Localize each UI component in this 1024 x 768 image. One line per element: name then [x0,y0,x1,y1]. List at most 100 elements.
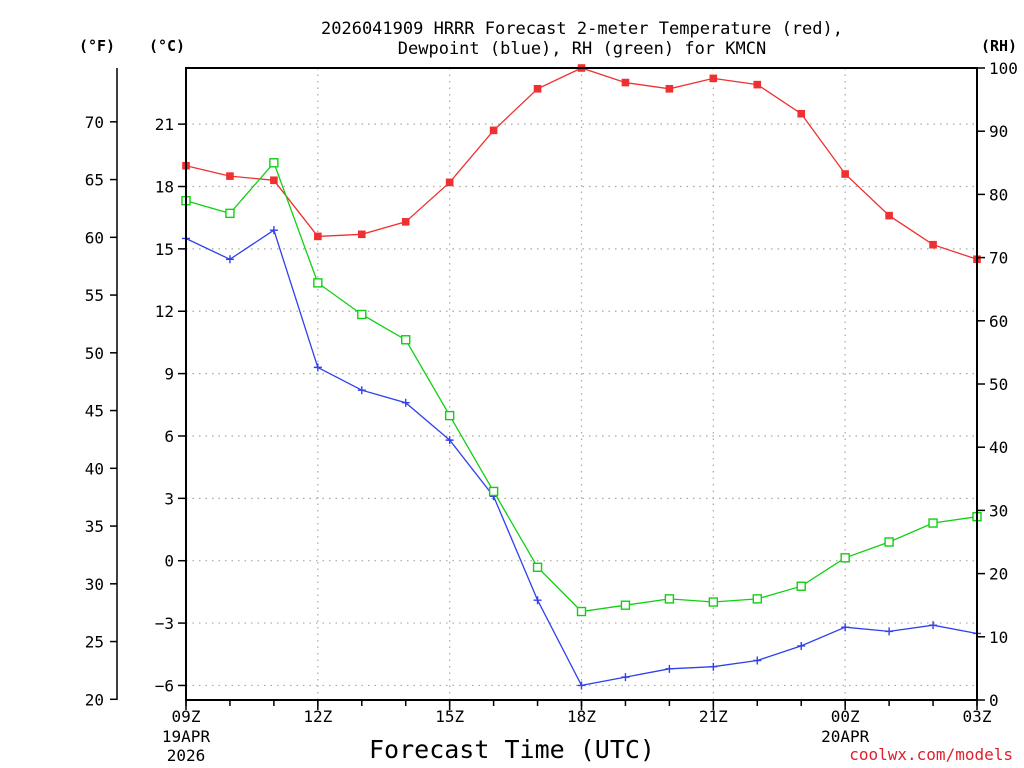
x-date-label: 20APR [821,727,870,746]
dewpoint-point [841,623,850,632]
celsius-tick-label: 15 [155,240,174,259]
dewpoint-point [225,255,234,264]
fahrenheit-tick-label: 40 [85,459,104,478]
celsius-tick-label: 18 [155,178,174,197]
2-meter-temperature-point [797,109,806,118]
dewpoint-point [753,656,762,665]
dewpoint-point [533,596,542,605]
x-date-label: 19APR [162,727,211,746]
dewpoint-point [401,398,410,407]
rh-tick-label: 90 [989,122,1008,141]
rh-point [444,410,455,421]
rh-point [796,581,806,591]
2-meter-temperature-point [401,218,410,226]
dewpoint-point [445,436,454,445]
celsius-tick-label: 12 [155,302,174,321]
2-meter-temperature-point [929,240,937,249]
rh-point [357,309,367,320]
dewpoint-point [621,673,630,682]
dewpoint-point [929,621,938,630]
rh-unit-label: (RH) [981,37,1017,55]
2-meter-temperature-point [489,126,498,135]
rh-point [752,594,762,604]
dewpoint-point [269,226,278,235]
2-meter-temperature-point [709,74,718,83]
rh-tick-label: 70 [989,249,1008,268]
dewpoint-point [797,641,806,650]
2-meter-temperature-point [885,211,893,220]
x-tick-label: 09Z [172,707,201,726]
chart-title-line2: Dewpoint (blue), RH (green) for KMCN [398,39,766,59]
rh-point [313,278,323,288]
x-year-label: 2026 [167,746,206,765]
celsius-tick-label: 9 [164,365,174,384]
x-tick-label: 15Z [435,707,464,726]
rh-point [269,158,279,168]
rh-point [401,335,411,345]
fahrenheit-tick-label: 60 [85,228,104,247]
dewpoint-point [357,386,366,395]
rh-tick-label: 80 [989,185,1008,204]
2-meter-temperature-point [357,230,366,239]
dewpoint-point [665,664,674,673]
fahrenheit-unit-label: (°F) [79,37,115,55]
2-meter-temperature-point [314,232,322,241]
2-meter-temperature-point [533,84,542,93]
celsius-tick-label: 21 [155,115,174,134]
gridlines [186,68,977,700]
rh-point [620,600,631,610]
rh-point [928,518,938,528]
rh-point [488,486,499,497]
rh-point [708,597,719,607]
2-meter-temperature-point [621,78,630,87]
fahrenheit-tick-label: 55 [85,286,104,305]
2-meter-temperature-point [226,172,234,180]
rh-tick-label: 10 [989,628,1008,647]
dewpoint-point [577,681,586,690]
2-meter-temperature-point [270,176,278,185]
rh-point [884,537,894,547]
fahrenheit-tick-label: 45 [85,402,104,421]
x-axis-title: Forecast Time (UTC) [369,735,655,764]
credit-text: coolwx.com/models [849,745,1013,764]
chart-title-line1: 2026041909 HRRR Forecast 2-meter Tempera… [321,19,843,39]
2-meter-temperature-point [445,178,454,187]
plot-frame [185,67,978,701]
2-meter-temperature-point [841,170,849,178]
rh-tick-label: 50 [989,375,1008,394]
2-meter-temperature-point [665,84,674,93]
rh-tick-label: 0 [989,691,999,710]
rh-point [532,562,543,572]
celsius-tick-label: 6 [164,427,174,446]
rh-tick-label: 40 [989,438,1008,457]
series-layer [181,64,982,690]
celsius-tick-label: −6 [155,676,174,695]
dewpoint-point [709,662,718,671]
rh-tick-label: 100 [989,59,1018,78]
fahrenheit-tick-label: 35 [85,517,104,536]
rh-tick-label: 60 [989,312,1008,331]
fahrenheit-tick-label: 65 [85,171,104,190]
x-tick-label: 18Z [567,707,596,726]
fahrenheit-tick-label: 20 [85,690,104,709]
fahrenheit-tick-label: 70 [85,113,104,132]
rh-point [664,594,675,604]
rh-tick-label: 30 [989,501,1008,520]
x-tick-label: 03Z [963,707,992,726]
fahrenheit-tick-label: 25 [85,633,104,652]
2-meter-temperature-point [753,80,762,89]
dewpoint-line [185,229,978,687]
celsius-tick-label: 3 [164,489,174,508]
x-tick-label: 00Z [831,707,860,726]
fahrenheit-tick-label: 50 [85,344,104,363]
x-tick-label: 21Z [699,707,728,726]
axes-layer: −6 −3 0 3 6 9 12 15 18 21 20 25 30 35 40 45 50 55 60 65 70 0 1… [85,59,1018,765]
rh-point [225,208,235,219]
celsius-tick-label: 0 [164,552,174,571]
celsius-unit-label: (°C) [149,37,185,55]
dewpoint-point [885,627,894,636]
rh-point [576,606,587,617]
rh-tick-label: 20 [989,565,1008,584]
celsius-tick-label: −3 [155,614,174,633]
